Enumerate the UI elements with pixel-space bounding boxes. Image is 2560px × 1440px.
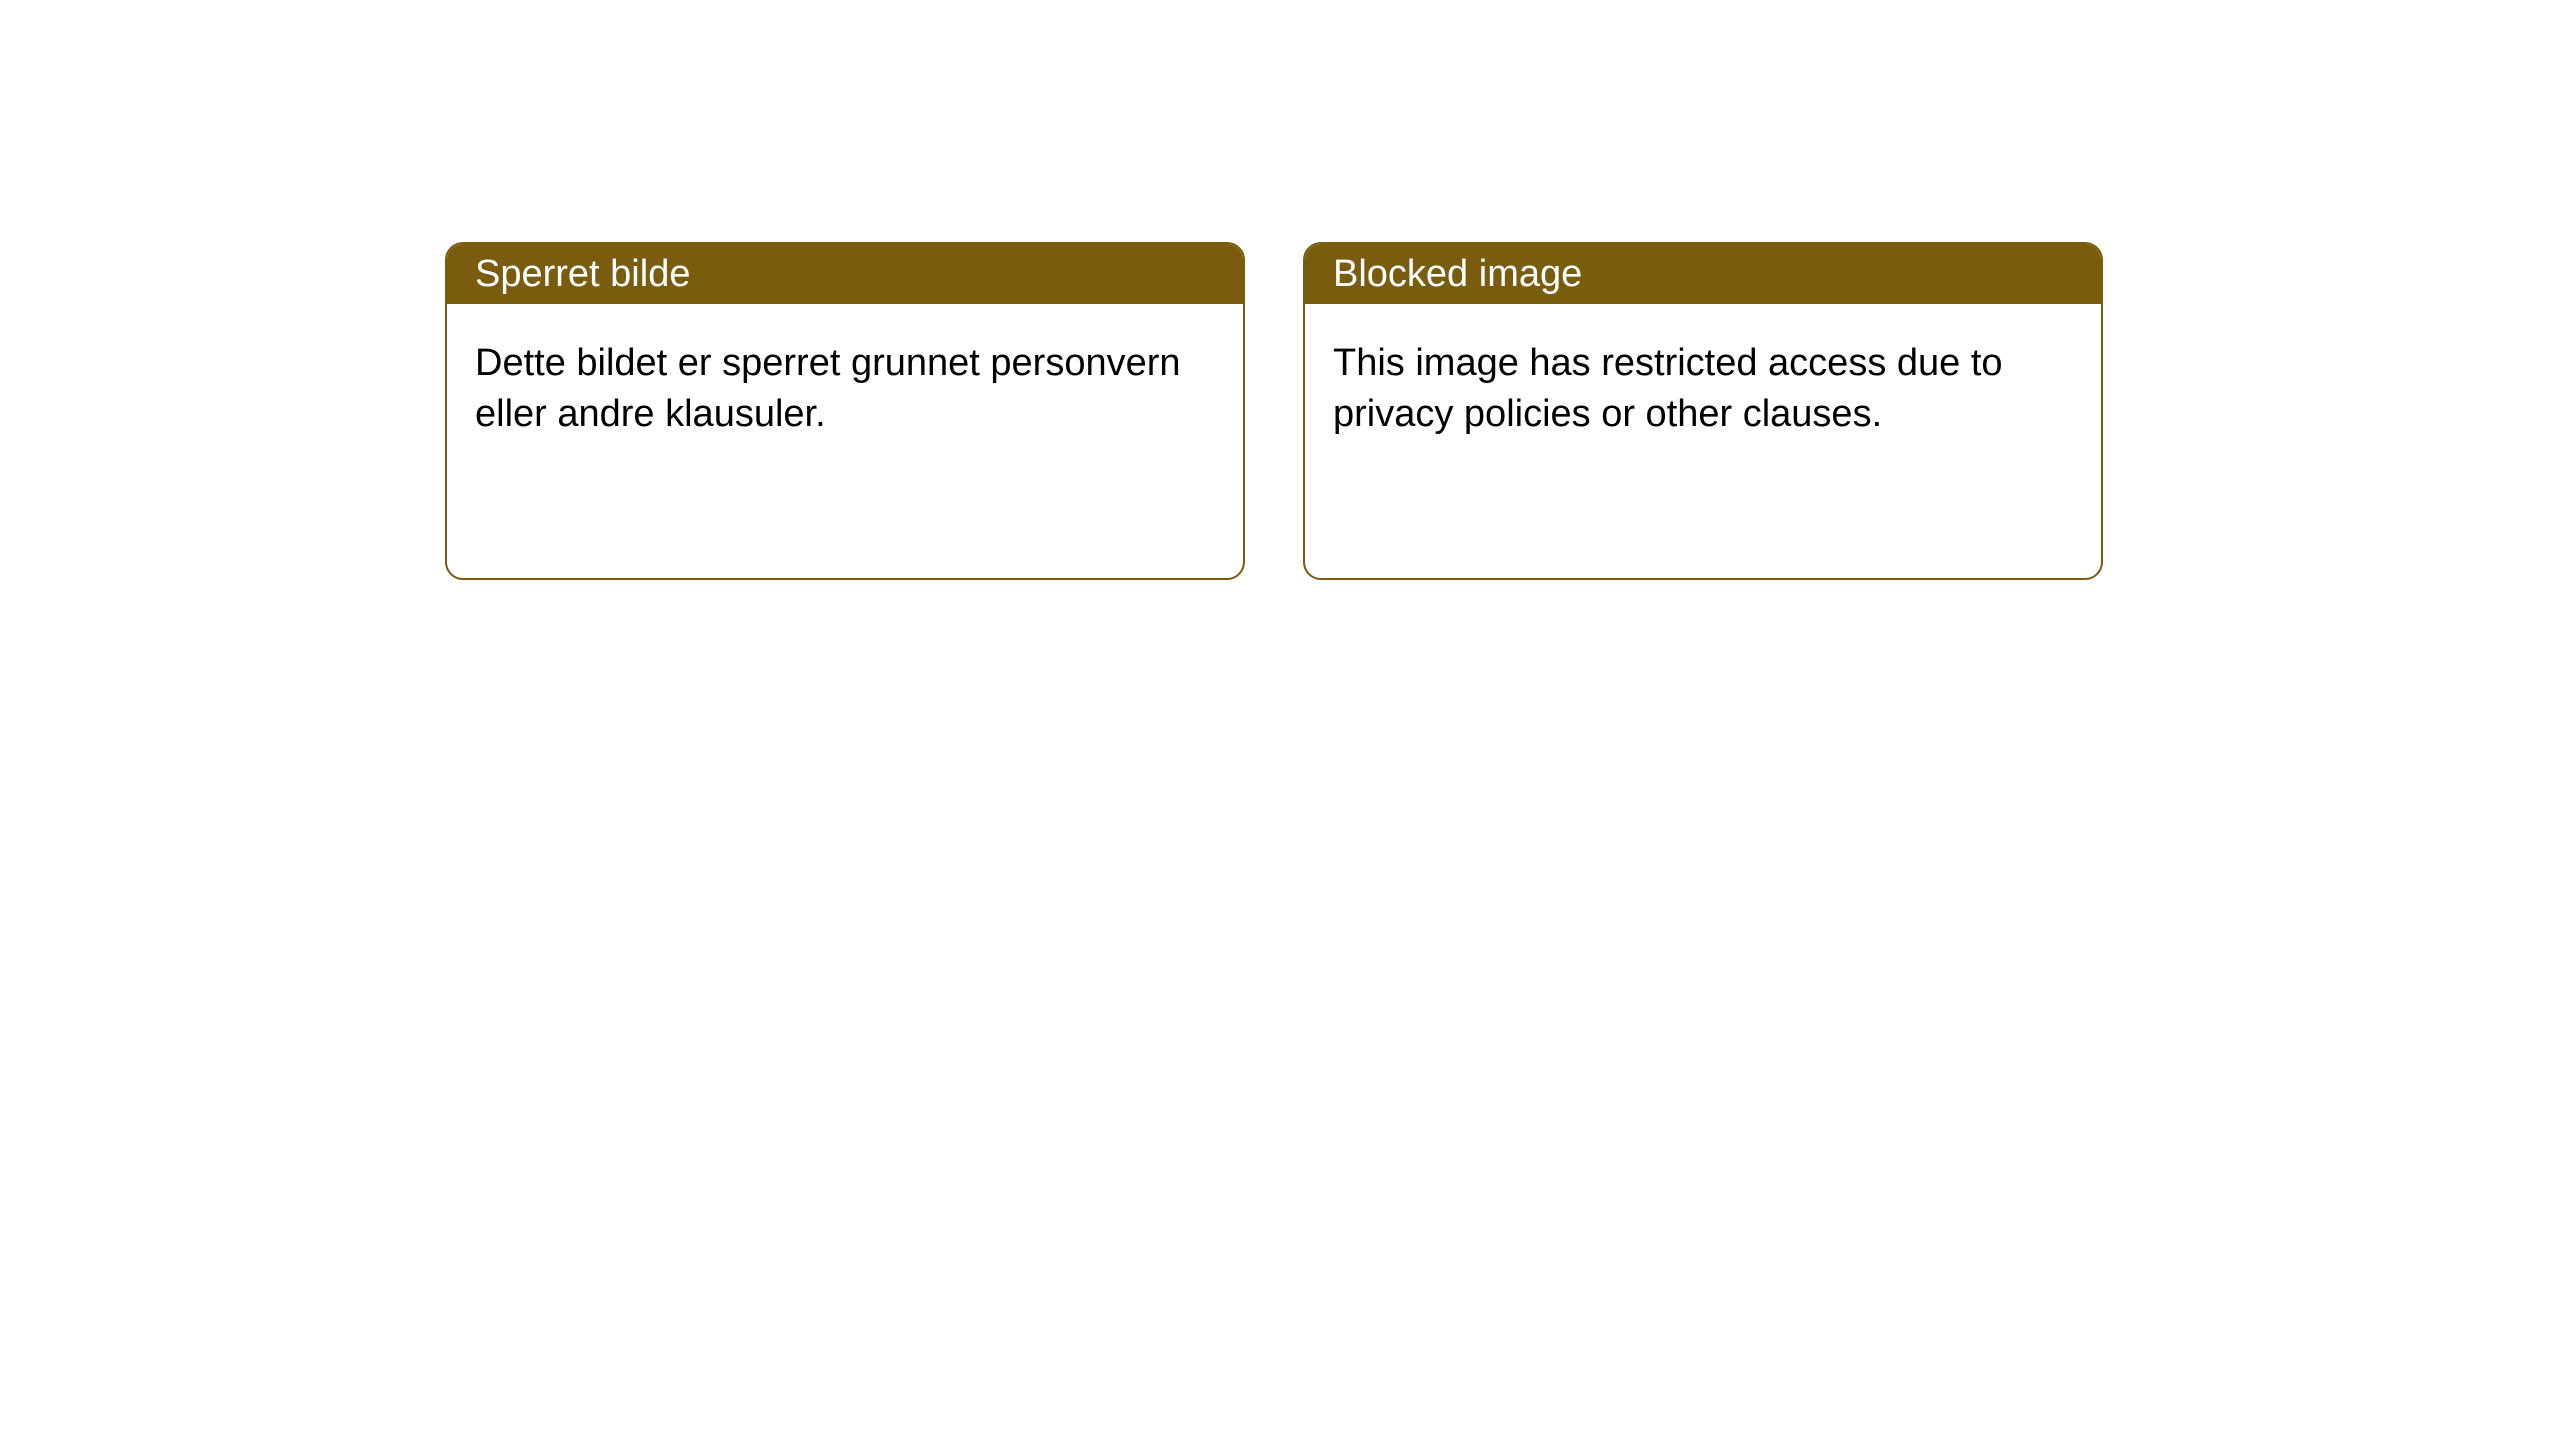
notice-body-english: This image has restricted access due to …	[1305, 304, 2101, 475]
notice-card-english: Blocked image This image has restricted …	[1303, 242, 2103, 580]
notice-body-norwegian: Dette bildet er sperret grunnet personve…	[447, 304, 1243, 475]
notice-header-english: Blocked image	[1305, 244, 2101, 304]
notice-header-norwegian: Sperret bilde	[447, 244, 1243, 304]
notice-card-norwegian: Sperret bilde Dette bildet er sperret gr…	[445, 242, 1245, 580]
notice-container: Sperret bilde Dette bildet er sperret gr…	[0, 0, 2560, 580]
